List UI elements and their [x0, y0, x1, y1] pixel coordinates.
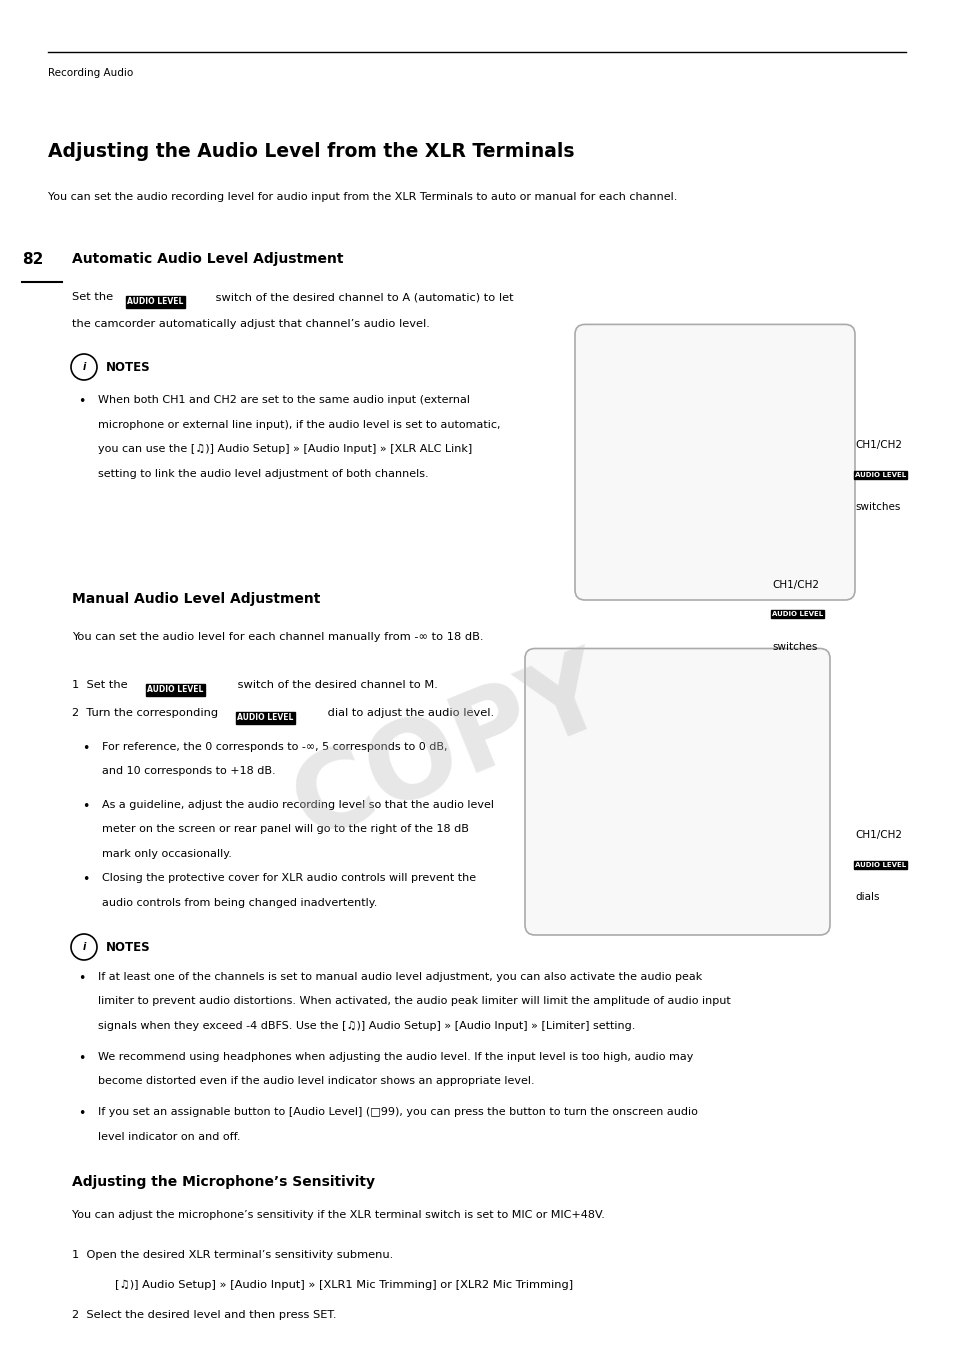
- Text: Automatic Audio Level Adjustment: Automatic Audio Level Adjustment: [71, 252, 343, 266]
- Text: you can use the [♫)] Audio Setup] » [Audio Input] » [XLR ALC Link]: you can use the [♫)] Audio Setup] » [Aud…: [98, 443, 472, 454]
- Text: AUDIO LEVEL: AUDIO LEVEL: [236, 713, 294, 723]
- Text: switches: switches: [771, 642, 817, 652]
- Text: AUDIO LEVEL: AUDIO LEVEL: [147, 686, 203, 694]
- Text: limiter to prevent audio distortions. When activated, the audio peak limiter wil: limiter to prevent audio distortions. Wh…: [98, 996, 730, 1007]
- Text: •: •: [82, 874, 90, 886]
- Text: 1  Open the desired XLR terminal’s sensitivity submenu.: 1 Open the desired XLR terminal’s sensit…: [71, 1250, 393, 1260]
- Text: We recommend using headphones when adjusting the audio level. If the input level: We recommend using headphones when adjus…: [98, 1051, 693, 1062]
- Text: When both CH1 and CH2 are set to the same audio input (external: When both CH1 and CH2 are set to the sam…: [98, 395, 470, 404]
- Text: AUDIO LEVEL: AUDIO LEVEL: [854, 472, 905, 479]
- Text: switch of the desired channel to M.: switch of the desired channel to M.: [233, 679, 437, 690]
- Text: Adjusting the Audio Level from the XLR Terminals: Adjusting the Audio Level from the XLR T…: [48, 142, 574, 160]
- Text: •: •: [82, 799, 90, 813]
- Text: switches: switches: [854, 501, 900, 512]
- Text: AUDIO LEVEL: AUDIO LEVEL: [127, 298, 183, 306]
- Text: As a guideline, adjust the audio recording level so that the audio level: As a guideline, adjust the audio recordi…: [102, 799, 494, 810]
- Text: •: •: [78, 395, 85, 408]
- Text: mark only occasionally.: mark only occasionally.: [102, 849, 232, 859]
- Text: CH1/CH2: CH1/CH2: [771, 580, 818, 590]
- Text: AUDIO LEVEL: AUDIO LEVEL: [854, 861, 905, 868]
- FancyBboxPatch shape: [575, 325, 854, 600]
- Text: audio controls from being changed inadvertently.: audio controls from being changed inadve…: [102, 898, 377, 907]
- Text: Closing the protective cover for XLR audio controls will prevent the: Closing the protective cover for XLR aud…: [102, 874, 476, 883]
- Text: If at least one of the channels is set to manual audio level adjustment, you can: If at least one of the channels is set t…: [98, 972, 701, 981]
- Text: i: i: [82, 942, 86, 952]
- Text: [♫)] Audio Setup] » [Audio Input] » [XLR1 Mic Trimming] or [XLR2 Mic Trimming]: [♫)] Audio Setup] » [Audio Input] » [XLR…: [115, 1281, 573, 1290]
- Text: Recording Audio: Recording Audio: [48, 67, 133, 78]
- Text: COPY: COPY: [277, 639, 622, 861]
- Text: Set the: Set the: [71, 293, 116, 302]
- Text: Manual Audio Level Adjustment: Manual Audio Level Adjustment: [71, 592, 320, 607]
- Text: switch of the desired channel to A (automatic) to let: switch of the desired channel to A (auto…: [212, 293, 513, 302]
- Text: microphone or external line input), if the audio level is set to automatic,: microphone or external line input), if t…: [98, 419, 500, 430]
- Text: •: •: [82, 741, 90, 755]
- Text: •: •: [78, 1051, 85, 1065]
- Text: For reference, the 0 corresponds to -∞, 5 corresponds to 0 dB,: For reference, the 0 corresponds to -∞, …: [102, 741, 447, 752]
- Text: become distorted even if the audio level indicator shows an appropriate level.: become distorted even if the audio level…: [98, 1077, 534, 1086]
- Text: •: •: [78, 972, 85, 985]
- Text: 2  Turn the corresponding: 2 Turn the corresponding: [71, 708, 221, 718]
- Text: NOTES: NOTES: [106, 361, 151, 373]
- Text: You can set the audio recording level for audio input from the XLR Terminals to : You can set the audio recording level fo…: [48, 191, 677, 202]
- FancyBboxPatch shape: [524, 648, 829, 936]
- Text: •: •: [78, 1107, 85, 1120]
- Text: CH1/CH2: CH1/CH2: [854, 439, 901, 450]
- Text: 1  Set the: 1 Set the: [71, 679, 132, 690]
- Text: setting to link the audio level adjustment of both channels.: setting to link the audio level adjustme…: [98, 469, 428, 479]
- Text: i: i: [82, 363, 86, 372]
- Text: AUDIO LEVEL: AUDIO LEVEL: [771, 611, 822, 617]
- Text: You can set the audio level for each channel manually from -∞ to 18 dB.: You can set the audio level for each cha…: [71, 632, 483, 642]
- Text: 82: 82: [22, 252, 43, 267]
- Text: You can adjust the microphone’s sensitivity if the XLR terminal switch is set to: You can adjust the microphone’s sensitiv…: [71, 1211, 604, 1220]
- Text: dials: dials: [854, 892, 879, 902]
- Text: and 10 corresponds to +18 dB.: and 10 corresponds to +18 dB.: [102, 767, 275, 776]
- Text: 2  Select the desired level and then press SET.: 2 Select the desired level and then pres…: [71, 1310, 336, 1320]
- Text: NOTES: NOTES: [106, 941, 151, 954]
- Text: Adjusting the Microphone’s Sensitivity: Adjusting the Microphone’s Sensitivity: [71, 1175, 375, 1189]
- Text: dial to adjust the audio level.: dial to adjust the audio level.: [324, 708, 494, 718]
- Text: meter on the screen or rear panel will go to the right of the 18 dB: meter on the screen or rear panel will g…: [102, 825, 468, 834]
- Text: signals when they exceed -4 dBFS. Use the [♫)] Audio Setup] » [Audio Input] » [L: signals when they exceed -4 dBFS. Use th…: [98, 1020, 635, 1031]
- Text: If you set an assignable button to [Audio Level] (□99), you can press the button: If you set an assignable button to [Audi…: [98, 1107, 698, 1117]
- Text: the camcorder automatically adjust that channel’s audio level.: the camcorder automatically adjust that …: [71, 319, 430, 329]
- Text: CH1/CH2: CH1/CH2: [854, 830, 901, 840]
- Text: level indicator on and off.: level indicator on and off.: [98, 1131, 240, 1142]
